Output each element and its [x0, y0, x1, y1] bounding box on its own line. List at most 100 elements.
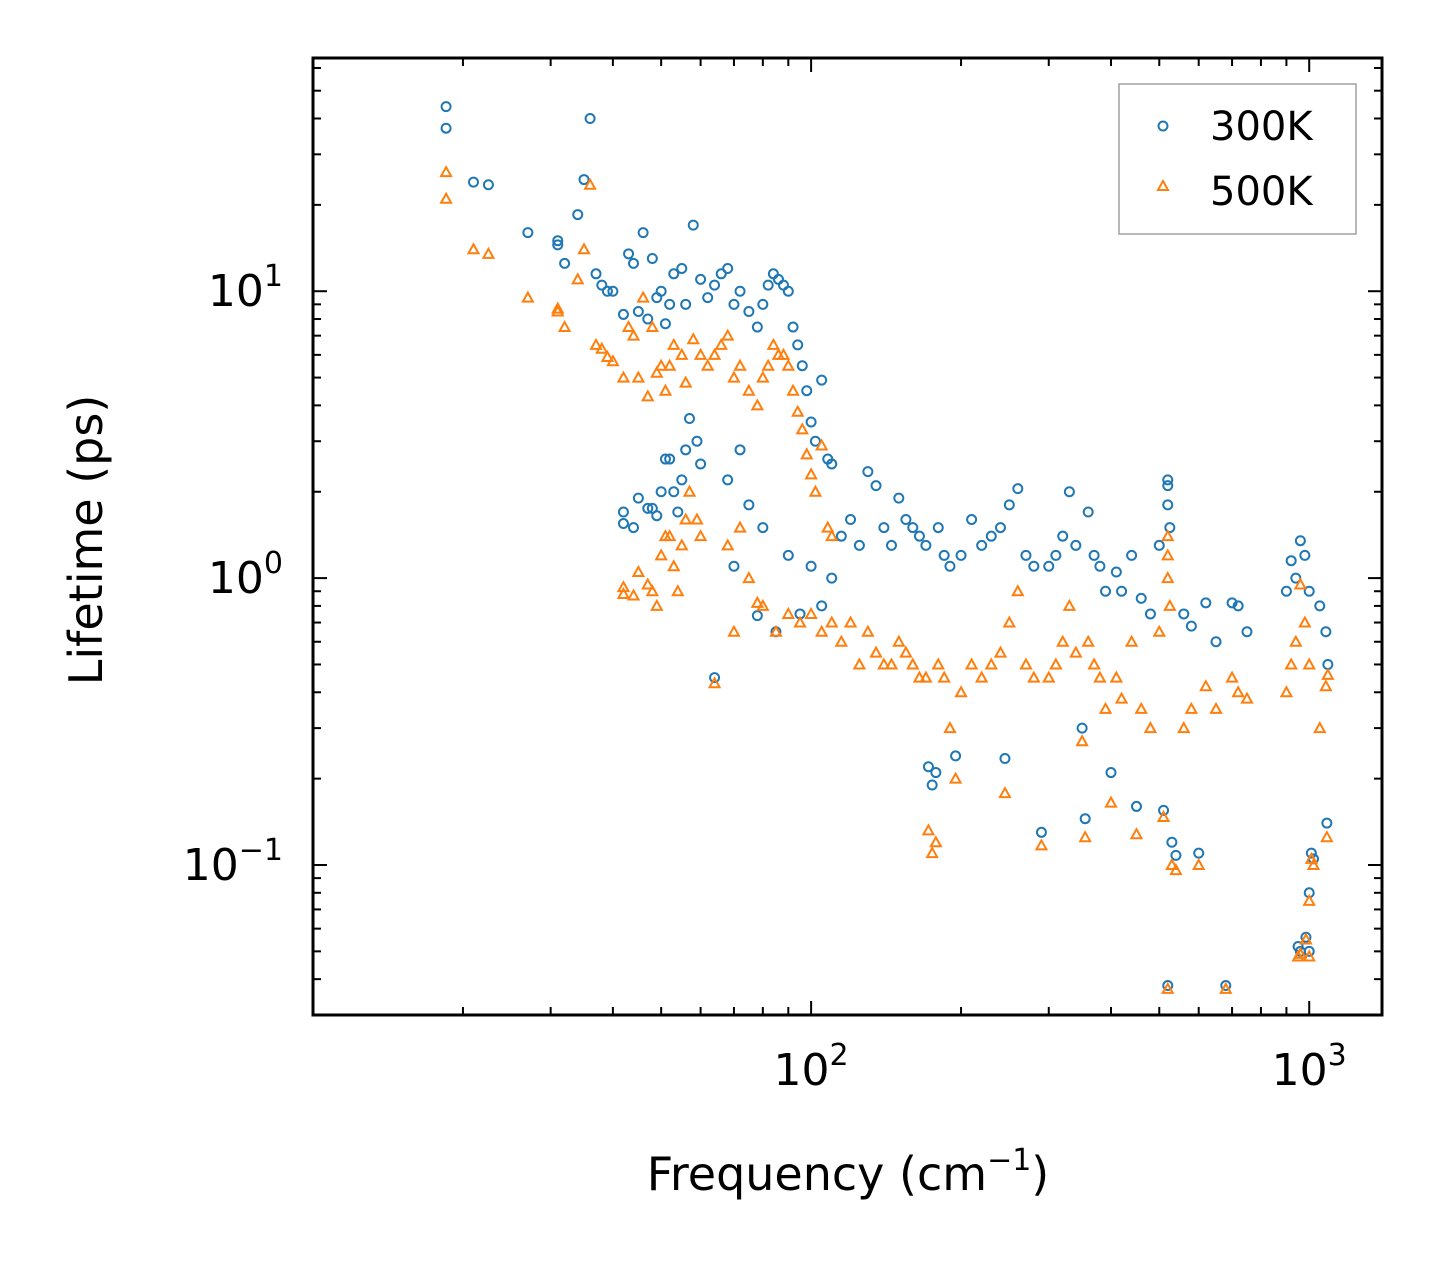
point-300K: [796, 360, 808, 372]
y-tick-label: 101: [208, 259, 283, 317]
point-300K: [782, 285, 794, 297]
point-500K: [1152, 624, 1166, 637]
point-500K: [1156, 809, 1171, 822]
point-500K: [1081, 634, 1095, 647]
point-300K: [607, 285, 619, 297]
points-layer: [439, 101, 1335, 994]
point-300K: [1050, 549, 1062, 561]
point-300K: [734, 285, 746, 297]
point-300K: [805, 416, 817, 428]
point-300K: [913, 530, 925, 542]
point-300K: [743, 499, 755, 511]
point-500K: [641, 577, 655, 590]
point-500K: [1143, 721, 1158, 734]
point-300K: [1020, 549, 1032, 561]
point-500K: [974, 670, 989, 683]
point-500K: [919, 670, 933, 683]
point-500K: [667, 337, 681, 350]
point-300K: [1193, 847, 1205, 859]
point-500K: [658, 383, 673, 396]
point-300K: [1076, 722, 1088, 734]
point-300K: [623, 248, 635, 260]
y-tick-label: 10−1: [183, 833, 283, 891]
point-300K: [950, 750, 962, 762]
point-300K: [552, 235, 564, 247]
point-300K: [1294, 535, 1306, 547]
point-500K: [439, 191, 453, 204]
point-500K: [720, 328, 735, 341]
point-300K: [809, 435, 821, 447]
point-500K: [937, 670, 951, 683]
point-500K: [571, 272, 585, 285]
point-300K: [655, 285, 667, 297]
point-300K: [672, 506, 684, 518]
point-300K: [596, 279, 608, 291]
point-300K: [676, 474, 688, 486]
point-300K: [601, 285, 613, 297]
series-500K: [439, 165, 1335, 994]
point-500K: [641, 389, 655, 402]
point-500K: [693, 347, 708, 360]
point-300K: [1003, 499, 1015, 511]
point-500K: [616, 580, 631, 593]
point-500K: [1093, 670, 1107, 683]
point-300K: [1088, 549, 1100, 561]
point-500K: [1293, 577, 1308, 590]
point-500K: [869, 645, 883, 658]
point-500K: [750, 398, 765, 411]
point-500K: [1319, 679, 1333, 692]
point-500K: [727, 370, 741, 383]
y-tick-label: 100: [208, 546, 283, 604]
point-500K: [877, 657, 891, 670]
x-tick-label: 103: [1272, 1038, 1347, 1096]
point-300K: [862, 466, 874, 478]
point-300K: [782, 549, 794, 561]
point-300K: [617, 517, 629, 529]
point-500K: [769, 624, 783, 637]
point-500K: [1042, 670, 1056, 683]
point-300K: [743, 305, 755, 317]
point-500K: [1302, 657, 1316, 670]
point-300K: [922, 761, 934, 773]
point-500K: [852, 657, 867, 670]
point-500K: [727, 624, 741, 637]
point-500K: [595, 341, 609, 354]
point-300K: [1116, 585, 1128, 597]
point-300K: [1305, 847, 1317, 859]
point-500K: [1199, 679, 1213, 692]
point-500K: [714, 337, 728, 350]
point-300K: [1200, 597, 1212, 609]
point-300K: [590, 268, 602, 280]
point-300K: [1135, 592, 1147, 604]
point-300K: [684, 413, 696, 425]
point-300K: [1130, 800, 1142, 812]
point-500K: [557, 319, 572, 333]
point-500K: [654, 548, 668, 561]
point-300K: [715, 268, 727, 280]
point-500K: [1027, 670, 1041, 683]
point-500K: [1298, 615, 1312, 628]
point-300K: [668, 486, 680, 498]
point-300K: [1303, 945, 1315, 957]
point-300K: [651, 510, 663, 522]
point-500K: [984, 657, 998, 670]
point-500K: [1209, 701, 1223, 714]
point-500K: [1302, 893, 1316, 906]
point-500K: [686, 332, 700, 345]
point-300K: [835, 530, 847, 542]
point-500K: [742, 383, 756, 396]
x-tick-label: 102: [774, 1038, 849, 1096]
point-500K: [761, 358, 775, 371]
point-500K: [804, 467, 818, 480]
point-300K: [668, 268, 680, 280]
point-500K: [631, 370, 646, 383]
point-300K: [976, 539, 988, 551]
point-500K: [682, 484, 697, 497]
point-500K: [1302, 949, 1316, 962]
point-500K: [1291, 949, 1305, 962]
point-300K: [642, 313, 654, 325]
point-300K: [932, 522, 944, 534]
point-300K: [1285, 555, 1297, 567]
point-500K: [631, 564, 646, 578]
point-500K: [964, 657, 979, 670]
